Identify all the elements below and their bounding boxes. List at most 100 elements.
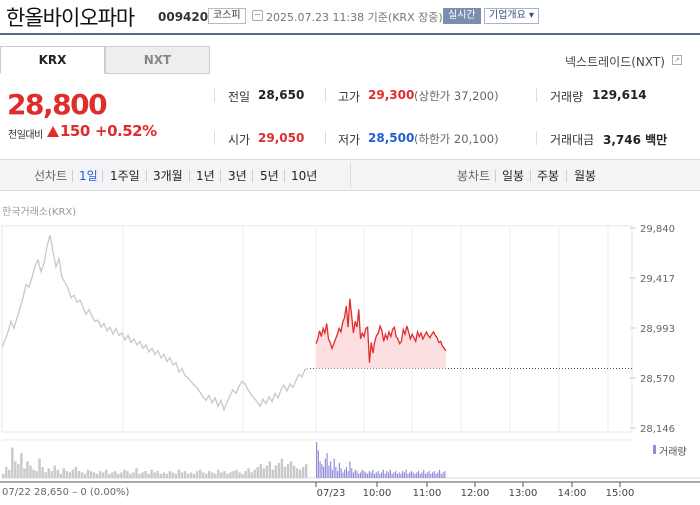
volume-bar-today <box>384 473 386 478</box>
volume-bar-today <box>363 471 365 478</box>
volume-bar-today <box>393 472 395 478</box>
stats-divider <box>536 131 537 145</box>
volume-bar-prev <box>41 466 44 478</box>
volume-bar-prev <box>232 471 235 478</box>
volume-bar-prev <box>17 464 20 478</box>
stock-code: 009420 <box>158 10 209 24</box>
tab-krx[interactable]: KRX <box>0 46 105 74</box>
volume-bar-prev <box>192 473 196 478</box>
stats-divider <box>214 88 215 102</box>
volume-bar-prev <box>147 473 150 478</box>
company-overview-button[interactable]: 기업개요 ▾ <box>484 8 539 24</box>
volume-bar-today <box>412 472 414 478</box>
volume-bar-today <box>344 469 346 478</box>
candle-daily[interactable]: 일봉 <box>502 169 525 183</box>
volume-bar-today <box>351 468 353 478</box>
volume-bar-prev <box>47 468 50 478</box>
realtime-button[interactable]: 실시간 <box>443 8 481 24</box>
chart-title: 한국거래소(KRX) <box>2 207 77 218</box>
volume-bar-prev <box>304 464 308 478</box>
volume-bar-today <box>323 466 325 478</box>
candle-chart-label: 봉차트 <box>457 169 491 183</box>
volume-bar-today <box>395 471 397 478</box>
volume-bar-prev <box>165 473 169 478</box>
volume-bar-today <box>354 469 356 478</box>
open-value: 29,050 <box>258 131 305 145</box>
volume-bar-prev <box>226 473 229 478</box>
volume-bar-today <box>377 471 379 478</box>
volume-bar-prev <box>95 473 99 478</box>
volume-bar-prev <box>259 464 262 478</box>
period-3y[interactable]: 3년 <box>228 169 247 183</box>
volume-bar-prev <box>295 468 299 478</box>
volume-bar-prev <box>114 471 117 478</box>
volume-bar-today <box>402 471 404 478</box>
volume-bar-today <box>407 473 409 478</box>
period-separator <box>220 170 221 182</box>
x-tick-label: 12:00 <box>461 488 490 499</box>
volume-bar-prev <box>280 458 284 478</box>
volume-bar-prev <box>98 471 102 478</box>
volume-bar-prev <box>44 472 47 478</box>
volume-bar-today <box>372 469 374 478</box>
volume-bar-prev <box>80 472 84 478</box>
volume-bar-prev <box>144 471 147 478</box>
volume-bar-prev <box>229 472 232 478</box>
nextrade-link[interactable]: 넥스트레이드(NXT) <box>565 55 665 69</box>
volume-bar-prev <box>135 468 138 478</box>
external-link-icon[interactable]: ↗ <box>672 55 682 65</box>
period-1y[interactable]: 1년 <box>196 169 215 183</box>
volume-bar-prev <box>223 471 226 478</box>
volume-bar-today <box>342 472 344 478</box>
volume-bar-prev <box>92 472 96 478</box>
period-5y[interactable]: 5년 <box>260 169 279 183</box>
volume-bar-today <box>391 473 393 478</box>
volume-bar-today <box>345 466 348 478</box>
tab-nxt[interactable]: NXT <box>105 46 210 74</box>
volume-bar-today <box>365 472 367 478</box>
volume-bar-prev <box>277 462 281 478</box>
y-tick-label: 29,417 <box>640 274 675 285</box>
volume-bar-prev <box>32 469 35 478</box>
volume-bar-today <box>410 471 413 478</box>
volume-bar-prev <box>180 472 184 478</box>
volume-bar-prev <box>298 469 302 478</box>
volume-bar-prev <box>38 458 41 478</box>
volume-bar-today <box>316 442 318 478</box>
volume-bar-prev <box>198 469 202 478</box>
candle-weekly[interactable]: 주봉 <box>537 169 560 183</box>
volume-bar-prev <box>189 472 193 478</box>
volume-bar-prev <box>129 473 132 478</box>
volume-bar-today <box>423 469 425 478</box>
period-10y[interactable]: 10년 <box>291 169 318 183</box>
volume-bar-prev <box>2 473 5 478</box>
volume-bar-today <box>366 473 369 478</box>
period-3m[interactable]: 3개월 <box>153 169 183 183</box>
period-separator <box>284 170 285 182</box>
volume-bar-prev <box>208 471 211 478</box>
volume-bar-today <box>409 472 411 478</box>
clock-icon <box>252 10 263 21</box>
period-1d[interactable]: 1일 <box>79 169 98 183</box>
volume-bar-prev <box>241 473 244 478</box>
period-1w[interactable]: 1주일 <box>110 169 140 183</box>
volume-bar-prev <box>132 472 135 478</box>
volume-bar-prev <box>117 473 120 478</box>
line-chart-label: 선차트 <box>34 169 68 183</box>
y-tick-label: 29,840 <box>640 224 675 235</box>
period-separator <box>530 170 531 182</box>
volume-bar-prev <box>195 471 199 478</box>
change-percent: +0.52% <box>95 122 157 140</box>
volume-bar-today <box>440 473 442 478</box>
candle-monthly[interactable]: 월봉 <box>574 169 597 183</box>
volume-bar-prev <box>268 461 272 478</box>
stats-divider <box>325 88 326 102</box>
volume-bar-prev <box>156 471 159 478</box>
volume-bar-today <box>428 471 430 478</box>
volume-bar-prev <box>256 466 259 478</box>
volume-bar-prev <box>111 472 114 478</box>
chart-frame <box>1 225 633 433</box>
volume-bar-prev <box>262 468 265 478</box>
volume-bar-prev <box>292 465 296 478</box>
